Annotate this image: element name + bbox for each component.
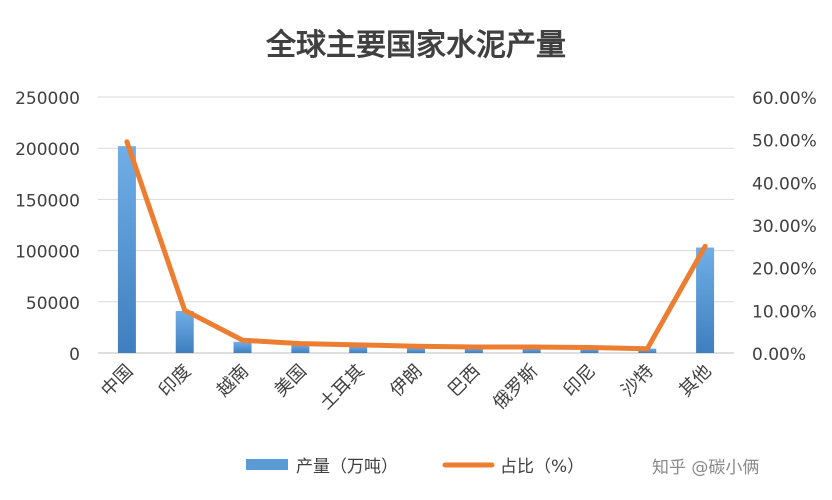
y-right-tick-label: 0.00% <box>752 345 806 365</box>
y-right-tick-label: 60.00% <box>752 89 817 109</box>
y-right-tick-label: 20.00% <box>752 260 817 280</box>
y-left-tick-label: 100000 <box>15 243 80 263</box>
y-left-tick-label: 250000 <box>15 89 80 109</box>
y-left-tick-label: 50000 <box>26 294 80 314</box>
y-left-tick-label: 200000 <box>15 140 80 160</box>
x-tick-label: 伊朗 <box>386 361 426 401</box>
x-tick-label: 美国 <box>271 361 311 401</box>
x-tick-label: 沙特 <box>618 361 658 401</box>
y-right-tick-label: 50.00% <box>752 132 817 152</box>
bar <box>117 146 136 353</box>
bar <box>407 347 425 353</box>
bar <box>349 345 368 353</box>
x-tick-label: 其他 <box>675 361 715 401</box>
legend-line-label: 占比（%） <box>500 457 584 477</box>
bar <box>696 247 715 353</box>
y-right-tick-label: 40.00% <box>752 174 817 194</box>
x-tick-label: 印度 <box>155 361 195 401</box>
bar <box>580 347 599 353</box>
watermark: 知乎 @碳小俩 <box>652 458 760 478</box>
bar <box>233 341 252 353</box>
legend-bar-label: 产量（万吨） <box>296 457 398 477</box>
x-tick-label: 俄罗斯 <box>489 361 542 414</box>
x-tick-label: 印尼 <box>560 361 600 401</box>
bar <box>291 343 310 353</box>
y-right-tick-label: 30.00% <box>752 217 817 237</box>
chart-title: 全球主要国家水泥产量 <box>265 28 566 63</box>
line-series <box>124 139 708 352</box>
y-right-tick-label: 10.00% <box>752 302 817 322</box>
legend-bar-swatch <box>246 459 288 470</box>
x-tick-label: 中国 <box>97 361 137 401</box>
x-tick-label: 土耳其 <box>316 361 369 414</box>
y-left-tick-label: 0 <box>69 345 80 365</box>
x-tick-label: 巴西 <box>444 361 484 401</box>
bar <box>464 347 483 353</box>
bar <box>175 311 194 353</box>
bar <box>522 347 541 353</box>
y-left-tick-label: 150000 <box>15 191 80 211</box>
x-tick-label: 越南 <box>213 361 253 401</box>
